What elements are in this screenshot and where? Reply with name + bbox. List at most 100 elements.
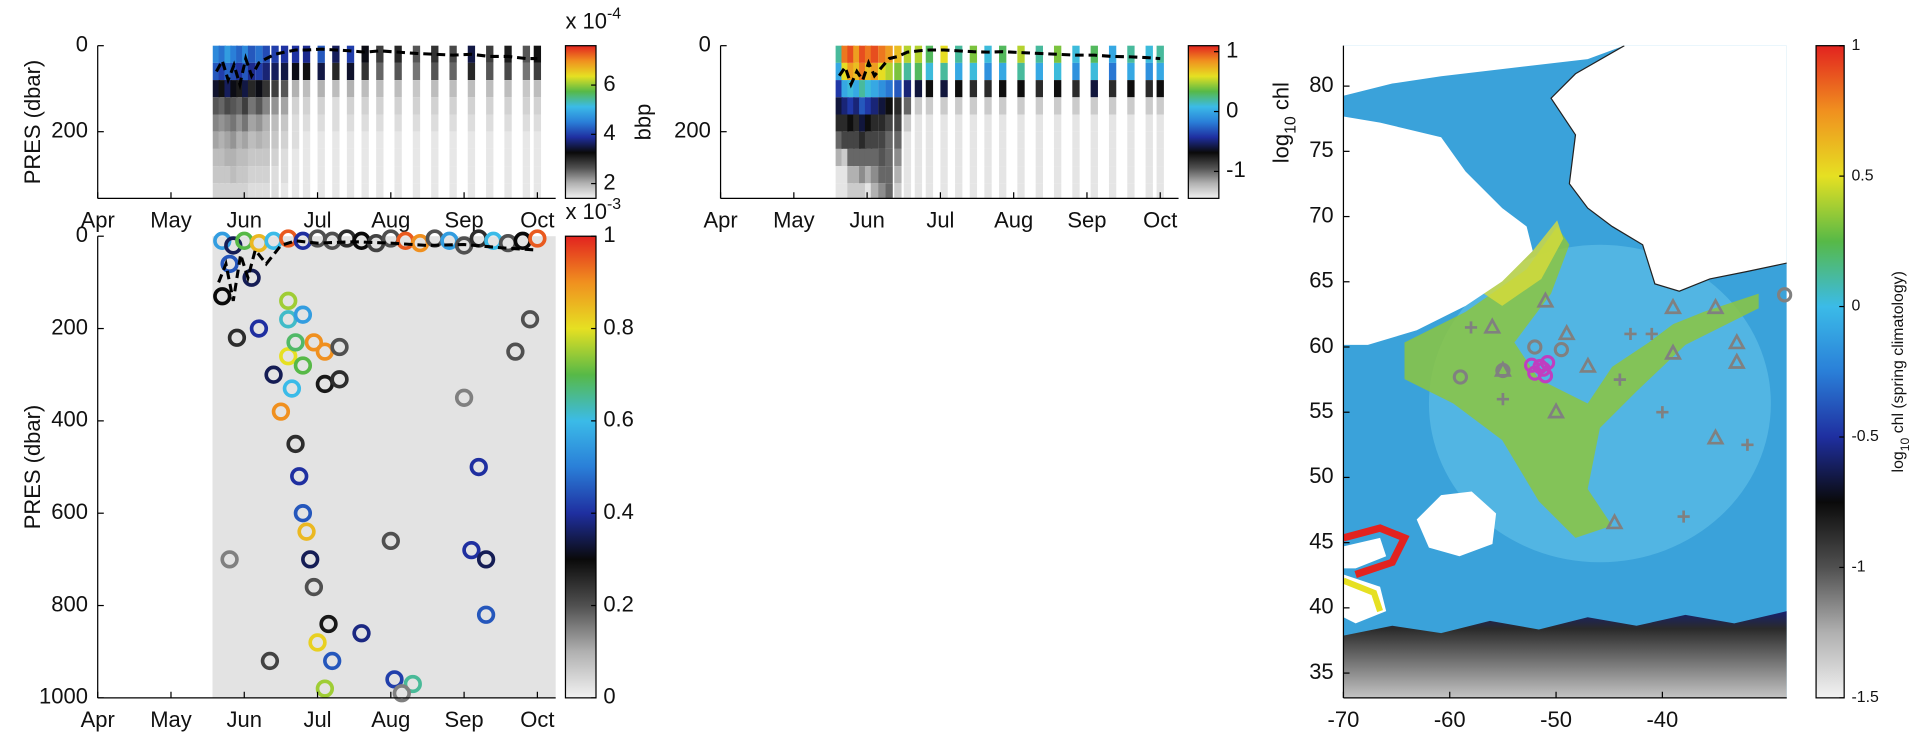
float-triangle — [1605, 512, 1624, 530]
profile-cell — [247, 131, 256, 149]
profile-cell — [1035, 62, 1043, 81]
profile-cell — [1035, 166, 1043, 184]
profile-cell — [878, 148, 886, 167]
x-tick-label: Jul — [303, 207, 331, 232]
profile-cell — [332, 80, 340, 98]
profile-cell — [504, 131, 512, 149]
particle-ring — [476, 605, 496, 624]
particle-ring — [264, 365, 283, 384]
particle-ring — [403, 674, 422, 694]
profile-cell — [969, 62, 978, 81]
profile-cell — [925, 114, 934, 132]
profile-cell — [236, 45, 244, 63]
y-axis-label: log10 chl — [1268, 82, 1299, 163]
profile-cell — [271, 131, 279, 149]
profile-cell — [835, 148, 843, 167]
profile-cell — [533, 131, 542, 149]
float-triangle — [1557, 323, 1576, 341]
colorbar-tick-label: 2 — [603, 169, 615, 194]
profile-cell — [847, 97, 855, 115]
label-part: log — [1268, 134, 1293, 163]
profile-cell — [212, 45, 221, 63]
profile-cell — [925, 97, 934, 115]
profile-cell — [262, 45, 270, 63]
profile-cell — [332, 131, 340, 149]
profile-cell — [1127, 97, 1135, 115]
profile-cell — [262, 148, 270, 167]
float-circle — [1777, 287, 1793, 303]
y-tick-label: 70 — [1309, 202, 1333, 227]
profile-cell — [412, 131, 421, 149]
particle-ring — [213, 287, 232, 306]
y-tick-label: 1000 — [39, 684, 88, 709]
colorbar — [1815, 45, 1845, 699]
profile-cell — [218, 183, 226, 199]
profile-cell — [894, 183, 902, 199]
profile-cell — [486, 148, 494, 167]
profile-cell — [1156, 45, 1164, 63]
profile-cell — [242, 80, 250, 98]
profile-cell — [280, 131, 289, 149]
profile-cell — [1127, 183, 1135, 199]
profile-cell — [449, 62, 457, 81]
y-tick-label: 55 — [1309, 398, 1333, 423]
profile-cell — [449, 114, 457, 132]
particle-ring — [352, 624, 371, 643]
profile-cell — [230, 97, 238, 115]
profile-cell — [969, 183, 978, 199]
profile-cell — [302, 62, 311, 81]
profile-cell — [903, 131, 912, 149]
x-tick-label: Sep — [1067, 207, 1106, 232]
profile-cell — [486, 166, 494, 184]
profile-cell — [467, 114, 476, 132]
profile-cell — [847, 148, 855, 167]
profile-cell — [467, 183, 476, 199]
profile-cell — [841, 80, 849, 98]
profile-cell — [271, 62, 279, 81]
profile-cell — [255, 114, 263, 132]
profile-cell — [914, 183, 923, 199]
profile-cell — [894, 62, 902, 81]
profile-cell — [262, 166, 270, 184]
profile-cell — [841, 131, 849, 149]
particle-ring — [220, 550, 239, 569]
float-triangle — [1706, 428, 1725, 445]
float-plus — [1645, 327, 1658, 341]
profile-cell — [262, 131, 270, 149]
profile-cell — [291, 62, 300, 81]
profile-cell — [925, 45, 934, 63]
colorbar-label: log10 chl (spring climatology) — [1890, 271, 1912, 472]
profile-cell — [236, 148, 244, 167]
profile-cell — [467, 131, 476, 149]
profile-cell — [1127, 131, 1135, 149]
x-tick-label: Jun — [849, 207, 884, 232]
profile-cell — [903, 80, 912, 98]
scale-base: x 10 — [565, 8, 607, 33]
profile-cell — [236, 97, 244, 115]
profile-cell — [878, 97, 886, 115]
profile-cell — [955, 45, 963, 63]
particle-ring — [308, 633, 327, 652]
particle-ring — [528, 229, 547, 248]
float-plus — [1496, 393, 1510, 406]
particle-ring — [304, 577, 324, 597]
profile-cell — [999, 148, 1007, 167]
x-tick-label: -70 — [1328, 707, 1360, 732]
profile-cell — [1053, 62, 1062, 81]
y-tick-label: 400 — [51, 407, 88, 432]
profile-cell — [955, 131, 963, 149]
profile-cell — [859, 114, 867, 132]
profile-cell — [903, 166, 912, 184]
profile-cell — [224, 183, 232, 199]
profile-cell — [955, 114, 963, 132]
profile-cell — [885, 148, 893, 167]
profile-cell — [346, 148, 355, 167]
colorbar-tick-label: -0.5 — [1851, 428, 1879, 445]
profile-cell — [236, 166, 244, 184]
profile-cell — [903, 114, 912, 132]
profile-cell — [449, 166, 457, 184]
label-part: chl — [1268, 82, 1293, 116]
profile-cell — [870, 114, 879, 132]
profile-cell — [955, 97, 963, 115]
profile-cell — [1090, 148, 1098, 167]
